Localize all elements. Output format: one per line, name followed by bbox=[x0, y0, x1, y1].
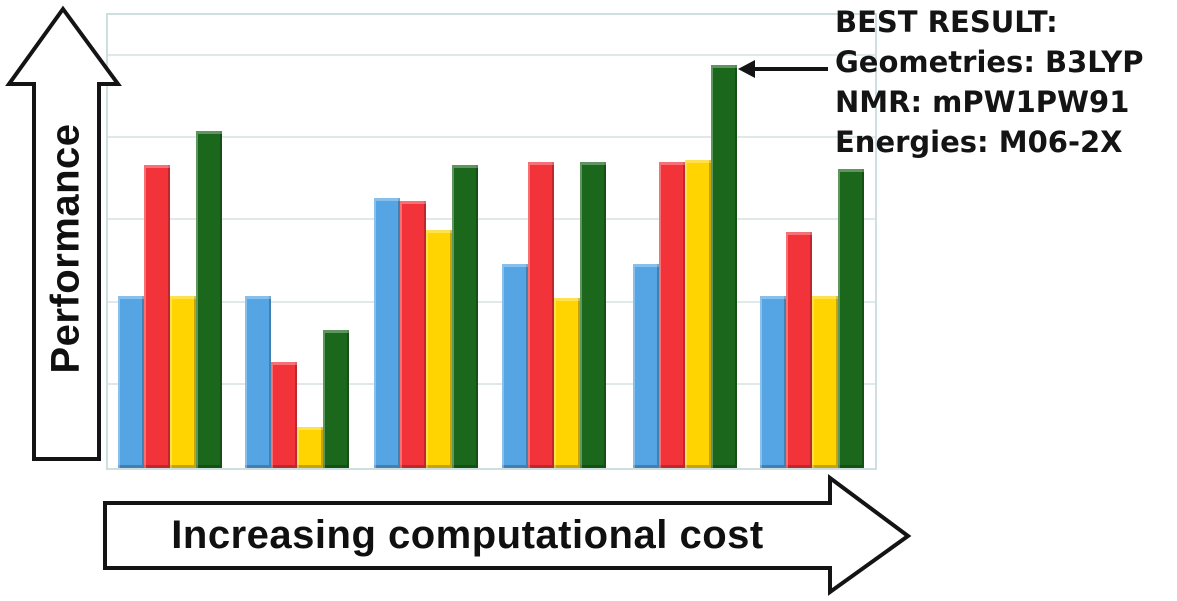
plot-area bbox=[106, 13, 877, 470]
performance-axis-arrow bbox=[5, 5, 122, 461]
bar-yellow-group-4 bbox=[554, 298, 580, 468]
cost-axis-arrow bbox=[103, 474, 912, 596]
annotation-line-1: BEST RESULT: bbox=[835, 5, 1058, 39]
bar-yellow-group-3 bbox=[426, 230, 452, 468]
bar-dark-green-group-1 bbox=[196, 130, 222, 468]
y-axis-label-box: Performance bbox=[33, 82, 100, 458]
bar-red-group-5 bbox=[659, 162, 685, 468]
bar-red-group-1 bbox=[144, 164, 170, 468]
gridline bbox=[108, 218, 875, 221]
bar-yellow-group-2 bbox=[297, 427, 323, 468]
bar-red-group-3 bbox=[400, 200, 426, 468]
gridline bbox=[108, 300, 875, 303]
left-arrow-icon bbox=[738, 60, 828, 78]
bar-blue-group-3 bbox=[374, 198, 400, 468]
bar-yellow-group-1 bbox=[170, 295, 196, 468]
bar-dark-green-group-5 bbox=[711, 64, 737, 468]
x-axis-label: Increasing computational cost bbox=[171, 512, 764, 557]
bar-yellow-group-5 bbox=[685, 159, 711, 468]
bar-blue-group-1 bbox=[118, 295, 144, 468]
y-axis-label: Performance bbox=[44, 122, 88, 374]
gridline bbox=[108, 135, 875, 138]
annotation-line-2: Geometries: B3LYP bbox=[835, 45, 1144, 79]
bar-dark-green-group-3 bbox=[452, 164, 478, 468]
bar-yellow-group-6 bbox=[812, 295, 838, 468]
gridline bbox=[108, 383, 875, 386]
bar-dark-green-group-2 bbox=[323, 329, 349, 468]
gridline bbox=[108, 53, 875, 56]
bar-red-group-2 bbox=[271, 361, 297, 468]
bar-blue-group-4 bbox=[502, 264, 528, 468]
bar-blue-group-2 bbox=[245, 295, 271, 468]
bar-dark-green-group-4 bbox=[580, 162, 606, 468]
bar-blue-group-6 bbox=[760, 295, 786, 468]
annotation-line-3: NMR: mPW1PW91 bbox=[835, 85, 1130, 119]
annotation-line-4: Energies: M06-2X bbox=[835, 125, 1123, 159]
bar-dark-green-group-6 bbox=[838, 169, 864, 468]
bar-blue-group-5 bbox=[633, 264, 659, 468]
bar-red-group-6 bbox=[786, 232, 812, 468]
x-axis-label-box: Increasing computational cost bbox=[105, 503, 830, 567]
best-result-annotation: BEST RESULT: Geometries: B3LYP NMR: mPW1… bbox=[835, 2, 1144, 162]
bar-red-group-4 bbox=[528, 162, 554, 468]
